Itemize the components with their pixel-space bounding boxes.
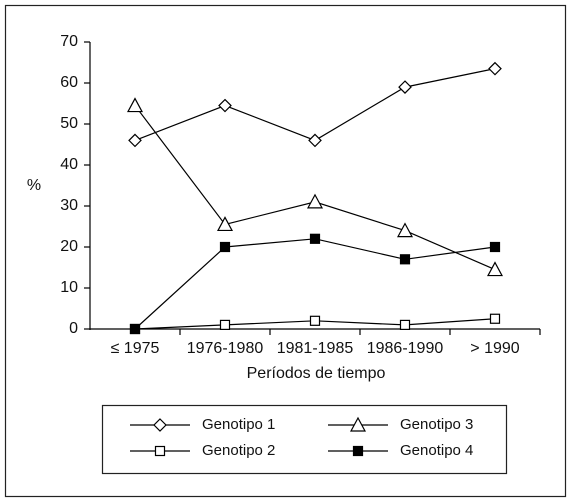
legend: Genotipo 1 Genotipo 3 Genotipo 2 Genotipo 4 xyxy=(130,416,473,459)
point xyxy=(306,193,324,209)
series-line xyxy=(134,68,496,142)
y-tick-label: 70 xyxy=(60,33,78,50)
point xyxy=(126,97,144,113)
x-tick-label: > 1990 xyxy=(470,340,519,357)
x-tick-label: ≤ 1975 xyxy=(111,340,160,357)
point xyxy=(396,222,414,238)
y-tick-label: 40 xyxy=(60,156,78,173)
legend-marker xyxy=(154,445,166,457)
legend-marker xyxy=(349,416,367,432)
legend-box xyxy=(101,404,508,475)
point xyxy=(399,319,411,330)
point xyxy=(219,241,231,253)
y-tick-label: 50 xyxy=(60,115,78,132)
point xyxy=(489,241,501,253)
y-axis-label: % xyxy=(27,177,41,194)
point xyxy=(218,98,232,113)
y-tick-label: 20 xyxy=(60,238,78,255)
point xyxy=(308,133,322,148)
series-line xyxy=(134,238,496,330)
legend-label: Genotipo 1 xyxy=(202,416,275,433)
point xyxy=(399,254,411,265)
point xyxy=(398,80,412,94)
frame xyxy=(4,4,567,498)
x-axis-label: Períodos de tiempo xyxy=(247,365,386,382)
y-tick-label: 0 xyxy=(69,320,78,337)
point xyxy=(309,315,321,326)
point xyxy=(216,216,234,232)
point xyxy=(129,323,141,335)
x-tick-label: 1986-1990 xyxy=(367,340,444,357)
y-tick-label: 30 xyxy=(60,197,78,214)
point xyxy=(489,313,501,324)
point xyxy=(128,133,142,148)
legend-marker xyxy=(153,418,167,432)
point xyxy=(219,319,231,330)
legend-label: Genotipo 3 xyxy=(400,416,473,433)
y-tick-label: 60 xyxy=(60,74,78,91)
point xyxy=(486,261,504,277)
x-tick-label: 1981-1985 xyxy=(277,340,354,357)
series-line xyxy=(134,105,496,271)
legend-marker xyxy=(352,445,364,457)
x-tick-label: 1976-1980 xyxy=(187,340,264,357)
point xyxy=(488,61,502,76)
legend-label: Genotipo 4 xyxy=(400,442,473,459)
y-tick-label: 10 xyxy=(60,279,78,296)
legend-label: Genotipo 2 xyxy=(202,442,275,459)
point xyxy=(309,233,321,244)
